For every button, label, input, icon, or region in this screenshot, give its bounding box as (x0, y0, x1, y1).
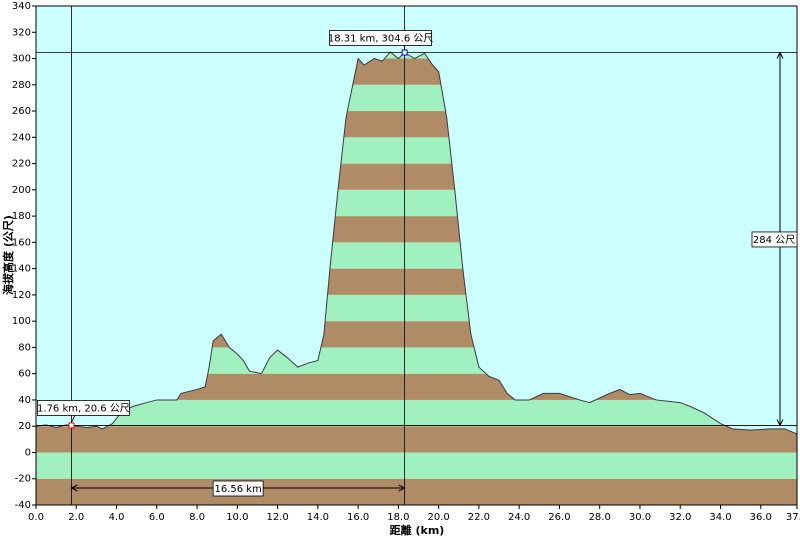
x-tick-label: 16.0 (347, 512, 369, 523)
x-tick-label: 4.0 (109, 512, 125, 523)
x-tick-label: 32.0 (669, 512, 691, 523)
x-tick-label: 18.0 (387, 512, 409, 523)
y-tick-label: 260 (12, 106, 31, 117)
y-axis-title: 海拔高度 (公尺) (1, 215, 15, 295)
x-axis-title: 距離 (km) (390, 523, 445, 537)
y-tick-label: 120 (12, 290, 31, 301)
elevation-band (36, 399, 797, 427)
y-tick-label: -20 (15, 474, 31, 485)
y-tick-label: 0 (25, 447, 31, 458)
y-tick-label: 60 (18, 369, 31, 380)
x-tick-label: 0.0 (28, 512, 44, 523)
distance-label: 16.56 km (214, 484, 261, 495)
arrow-head (70, 484, 406, 492)
label-box (751, 231, 798, 248)
x-tick-label: 14.0 (307, 512, 329, 523)
y-tick-label: 300 (12, 54, 31, 65)
marker-label: 1.76 km, 20.6 公尺 (37, 402, 130, 414)
y-tick-label: 100 (12, 316, 31, 327)
y-tick-label: -40 (15, 500, 31, 511)
plot-frame (35, 5, 798, 506)
x-tick-label: 12.0 (266, 512, 288, 523)
rise-label: 284 公尺 (753, 234, 795, 246)
x-tick-label: 36.0 (750, 512, 772, 523)
y-tick-label: 160 (12, 237, 31, 248)
x-tick-label: 24.0 (508, 512, 530, 523)
arrow-head (776, 51, 784, 427)
label-box (212, 480, 264, 497)
x-tick-label: 6.0 (149, 512, 165, 523)
y-tick-label: 80 (18, 342, 31, 353)
marker-point (401, 49, 408, 56)
y-tick-label: 40 (18, 395, 31, 406)
x-tick-label: 22.0 (468, 512, 490, 523)
y-tick-label: 320 (12, 27, 31, 38)
y-tick-label: 200 (12, 185, 31, 196)
marker-point (68, 422, 75, 429)
x-tick-label: 30.0 (629, 512, 651, 523)
elevation-band (36, 426, 797, 453)
x-tick-label: 28.0 (589, 512, 611, 523)
x-tick-label: 26.0 (548, 512, 570, 523)
y-tick-label: 280 (12, 80, 31, 91)
label-box (329, 30, 433, 46)
elevation-band (36, 478, 797, 505)
profile-line (35, 51, 798, 435)
x-tick-label: 2.0 (68, 512, 84, 523)
sky-area (36, 6, 797, 435)
x-tick-label: 37.8 (786, 512, 800, 523)
marker-label: 18.31 km, 304.6 公尺 (328, 32, 434, 44)
x-tick-label: 20.0 (428, 512, 450, 523)
y-tick-label: 340 (12, 1, 31, 12)
y-tick-label: 240 (12, 132, 31, 143)
elevation-band (36, 452, 797, 479)
x-tick-label: 10.0 (226, 512, 248, 523)
x-tick-label: 34.0 (709, 512, 731, 523)
y-tick-label: 20 (18, 421, 31, 432)
y-tick-label: 220 (12, 159, 31, 170)
y-tick-label: 180 (12, 211, 31, 222)
x-tick-label: 8.0 (189, 512, 205, 523)
label-box (37, 400, 130, 416)
y-tick-label: 140 (12, 264, 31, 275)
